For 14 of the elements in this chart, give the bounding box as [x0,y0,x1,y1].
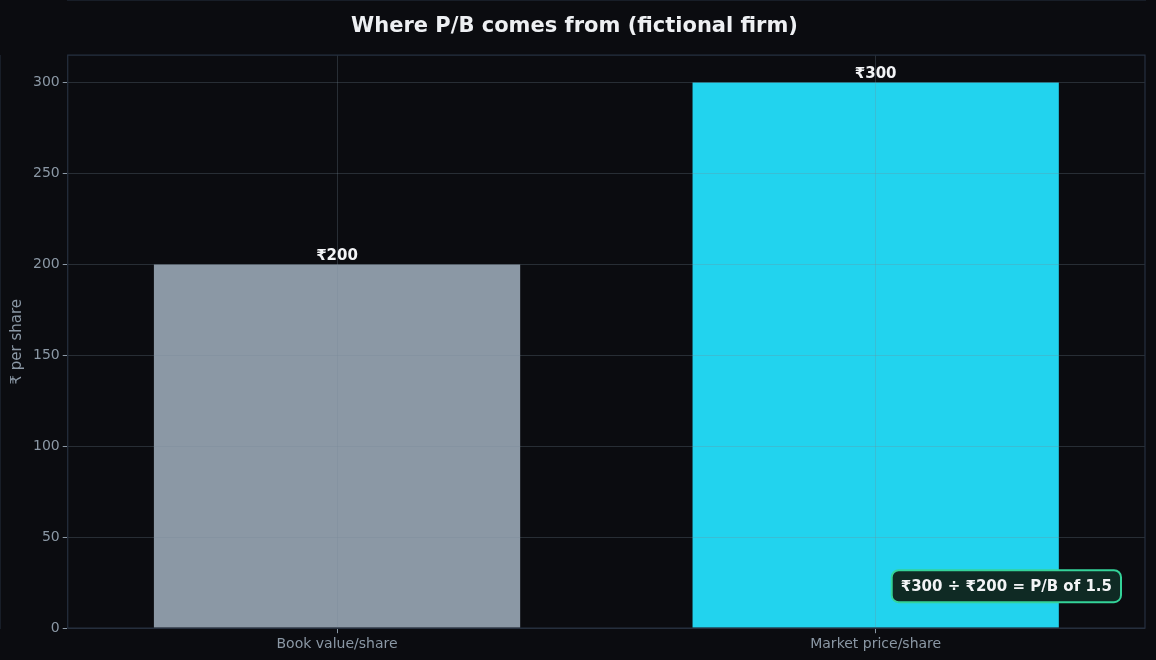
data-label: ₹300 [854,63,897,82]
x-tick-label: Market price/share [810,635,942,652]
y-tick-label: 200 [32,255,60,272]
y-tick-label: 50 [41,527,60,544]
y-tick-label: 250 [32,164,60,181]
data-label: ₹200 [316,245,358,264]
y-tick-label: 100 [32,436,60,453]
chart-title: Where P/B comes from (fictional firm) [351,13,798,38]
x-tick-label: Book value/share [276,635,398,652]
y-tick-label: 300 [32,73,60,90]
annotation: ₹300 ÷ ₹200 = P/B of 1.5 [900,577,1113,596]
y-tick-label: 0 [50,618,60,635]
y-axis-title: ₹ per share [6,298,25,385]
y-tick-label: 150 [32,345,60,362]
